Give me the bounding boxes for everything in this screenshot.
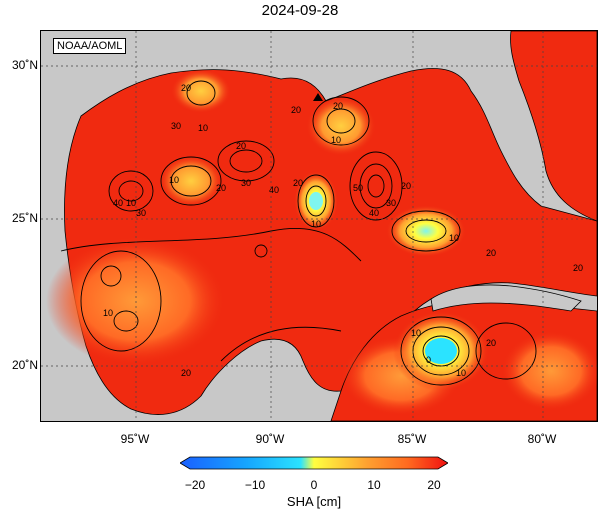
contour-label: 10 <box>169 175 179 185</box>
blob-central-east <box>306 96 376 156</box>
colorbar-tick: 20 <box>427 478 441 492</box>
contour-label: 10 <box>126 198 136 208</box>
contour-label: 50 <box>353 183 363 193</box>
atlantic-ocean <box>510 31 597 222</box>
blob-loop-current <box>386 205 466 257</box>
colorbar-tick: 0 <box>310 478 318 492</box>
contour-label: 20 <box>333 101 343 111</box>
graticule <box>41 31 597 421</box>
contour-label: 20 <box>181 368 191 378</box>
blob-central-west <box>159 155 223 207</box>
contour-label: 40 <box>269 185 279 195</box>
colorbar-tick: 10 <box>367 478 381 492</box>
contour-label: 20 <box>293 178 303 188</box>
lat-label: 20˚N <box>11 358 38 372</box>
contour-label-group: 20 10 30 20 10 20 30 40 10 20 20 40 30 1… <box>103 83 583 378</box>
contour-label: 20 <box>486 338 496 348</box>
colorbar-tick: −20 <box>184 478 206 492</box>
station-marker <box>313 93 323 101</box>
eddy-caribbean-core <box>425 338 457 364</box>
contour-label: 30 <box>136 208 146 218</box>
lon-label: 80˚W <box>527 432 557 446</box>
contour-label: 20 <box>401 181 411 191</box>
contour-label: 20 <box>181 83 191 93</box>
contour-label: 20 <box>216 183 226 193</box>
contour-label: 10 <box>331 135 341 145</box>
lon-label: 95˚W <box>120 432 150 446</box>
contour-label: 30 <box>241 178 251 188</box>
contour-label: 20 <box>291 105 301 115</box>
contour-label: 20 <box>573 263 583 273</box>
contour-label: 10 <box>449 233 459 243</box>
colorbar <box>180 456 448 470</box>
sea-height-anomaly-map: 20 10 30 20 10 20 30 40 10 20 20 40 30 1… <box>40 30 598 422</box>
colorbar-tick: −10 <box>244 478 266 492</box>
contour-label: 10 <box>198 123 208 133</box>
cuba <box>430 284 582 312</box>
contour-label: 30 <box>386 198 396 208</box>
lon-label: 90˚W <box>255 432 285 446</box>
lat-label: 25˚N <box>11 211 38 225</box>
contour-label: 40 <box>369 208 379 218</box>
lat-label: 30˚N <box>11 58 38 72</box>
colorbar-title: SHA [cm] <box>286 494 342 509</box>
contour-label: 10 <box>103 308 113 318</box>
contour-label: 20 <box>486 248 496 258</box>
contour-lines <box>60 80 537 386</box>
eddy-center-core <box>309 192 323 210</box>
contour-label: 40 <box>113 198 123 208</box>
contour-label: 20 <box>236 141 246 151</box>
weak-region-nw-gulf <box>171 69 231 113</box>
weak-region-caribbean <box>501 331 597 411</box>
contour-label: 0 <box>426 355 431 365</box>
contour-label: 30 <box>171 121 181 131</box>
contour-label: 10 <box>311 219 321 229</box>
contour-label: 10 <box>456 368 466 378</box>
contour-label: 10 <box>411 328 421 338</box>
map-title: 2024-09-28 <box>261 2 339 19</box>
lon-label: 85˚W <box>397 432 427 446</box>
credit-label: NOAA/AOML <box>53 38 127 54</box>
